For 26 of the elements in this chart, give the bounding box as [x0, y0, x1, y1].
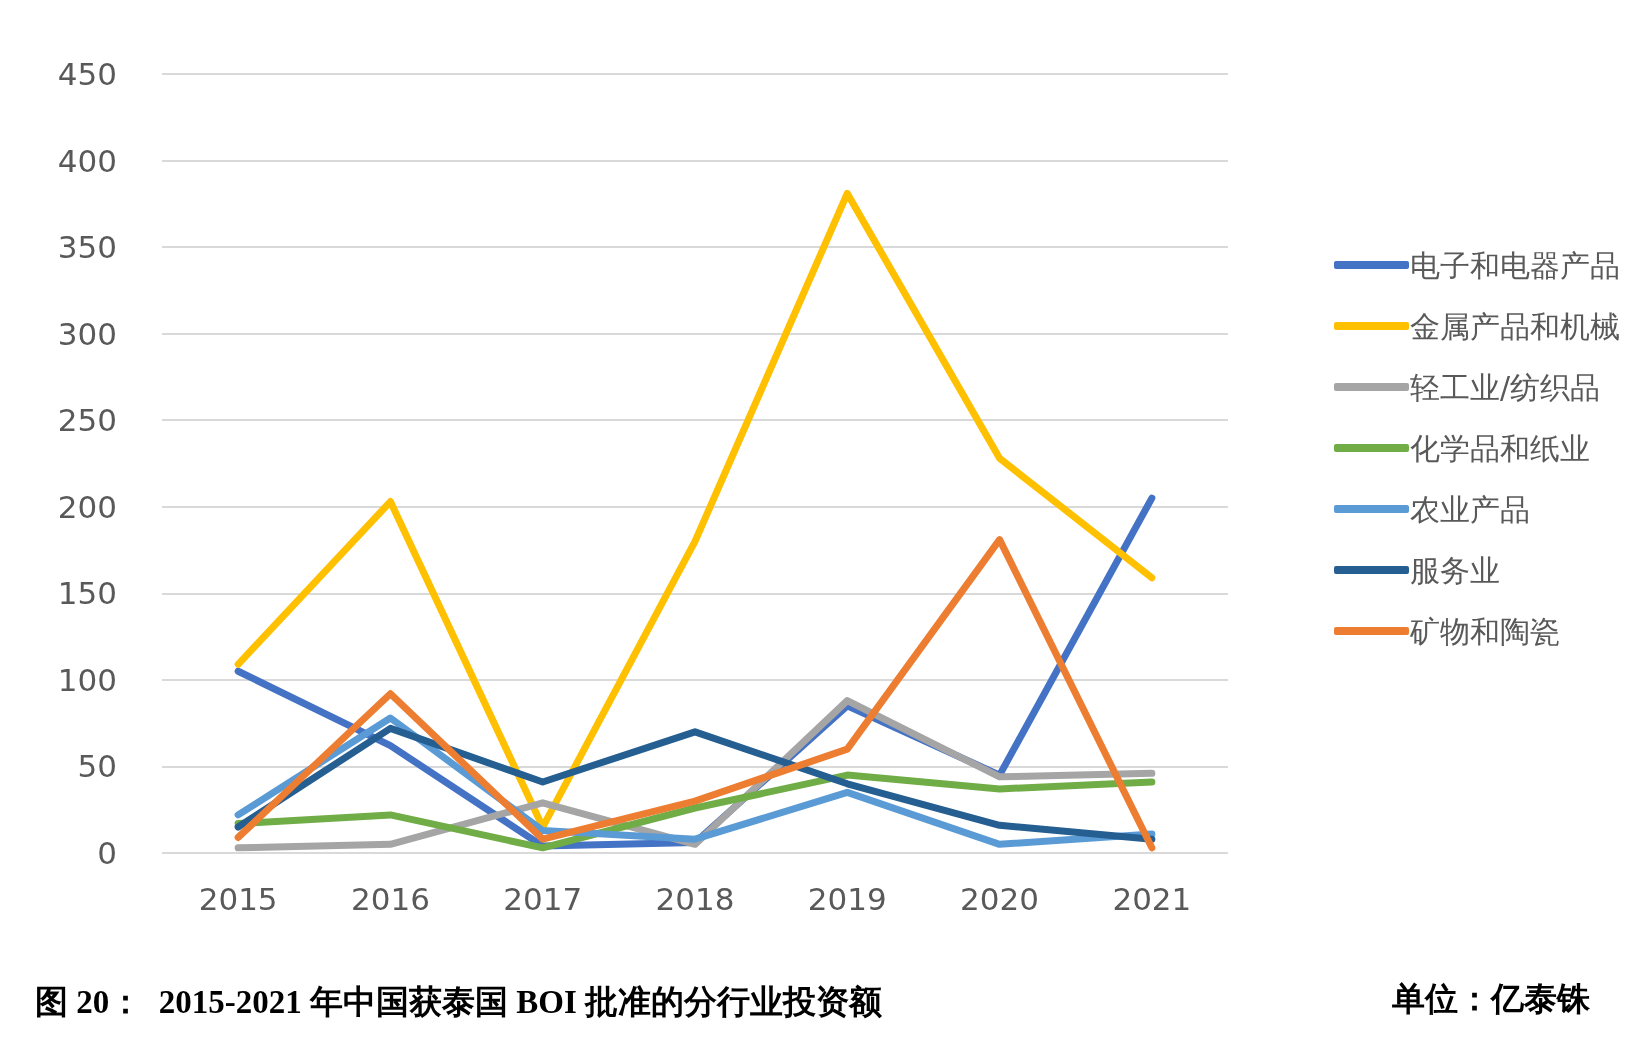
y-tick-label: 350 — [57, 229, 117, 266]
x-tick-label: 2018 — [655, 880, 735, 917]
x-tick-label: 2017 — [503, 880, 583, 917]
x-tick-label: 2016 — [350, 880, 430, 917]
y-tick-label: 400 — [57, 142, 117, 179]
y-tick-label: 150 — [57, 575, 117, 612]
y-tick-label: 0 — [97, 835, 117, 871]
y-tick-label: 250 — [57, 402, 117, 439]
legend-label: 矿物和陶瓷 — [1409, 613, 1560, 649]
legend-label: 金属产品和机械 — [1410, 308, 1620, 344]
legend-label: 轻工业/纺织品 — [1410, 369, 1601, 405]
legend-label: 电子和电器产品 — [1410, 247, 1620, 283]
text: 单位：亿泰铢 — [1391, 980, 1591, 1017]
x-tick-label: 2021 — [1112, 880, 1192, 917]
legend-label: 农业产品 — [1410, 491, 1530, 527]
legend-label: 化学品和纸业 — [1410, 430, 1590, 466]
y-tick-label: 300 — [57, 315, 117, 352]
legend-label: 服务业 — [1410, 552, 1500, 588]
y-tick-label: 450 — [57, 56, 117, 92]
y-tick-label: 50 — [77, 748, 117, 785]
text: 图 20： 2015-2021 年中国获泰国 BOI 批准的分行业投资额 — [35, 983, 883, 1020]
x-tick-label: 2019 — [807, 880, 887, 917]
y-tick-label: 100 — [57, 661, 117, 698]
x-tick-label: 2020 — [960, 880, 1040, 917]
x-tick-label: 2015 — [198, 880, 278, 917]
y-tick-label: 200 — [57, 488, 117, 525]
